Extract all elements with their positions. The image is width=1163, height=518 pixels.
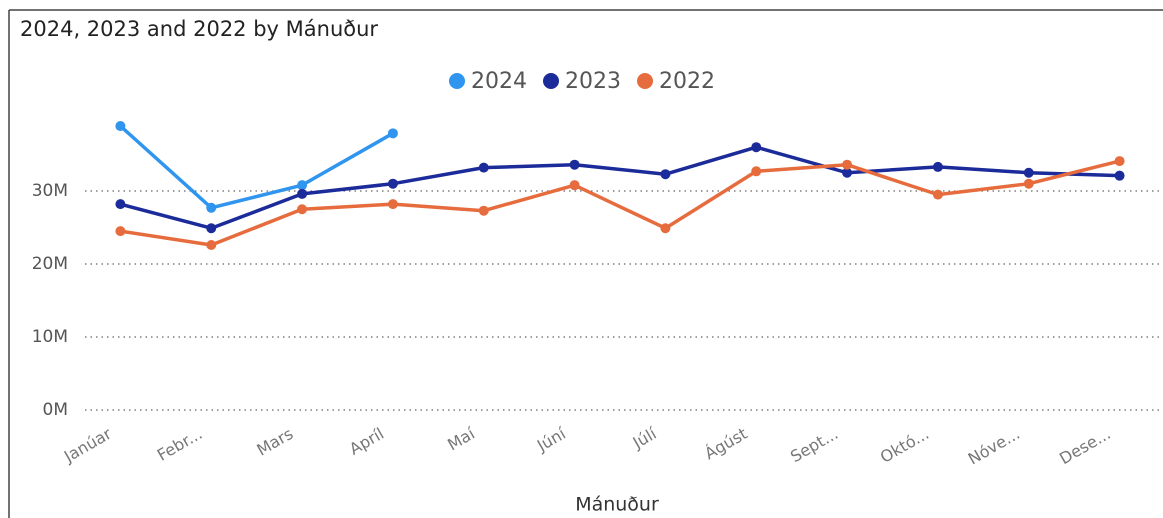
y-tick-label: 10M — [32, 327, 68, 347]
data-point — [569, 180, 580, 191]
data-point — [297, 188, 308, 199]
x-tick-label: Mars — [253, 424, 296, 460]
x-tick-label: Janúar — [60, 424, 115, 467]
data-point — [932, 161, 943, 172]
data-point — [751, 166, 762, 177]
y-tick-label: 0M — [43, 400, 68, 420]
x-tick-label: Júlí — [629, 424, 660, 453]
legend-label: 2022 — [659, 69, 715, 94]
data-point — [206, 202, 217, 213]
data-point — [1114, 170, 1125, 181]
data-point — [478, 162, 489, 173]
x-tick-label: Apríl — [346, 424, 387, 459]
data-point — [387, 199, 398, 210]
x-tick-label: Júní — [533, 424, 569, 456]
data-point — [660, 223, 671, 234]
data-point — [297, 180, 308, 191]
legend-marker — [543, 73, 559, 89]
data-point — [115, 199, 126, 210]
x-tick-label: Nóve... — [965, 424, 1023, 469]
data-point — [1114, 156, 1125, 167]
series-line — [119, 124, 394, 210]
data-point — [478, 205, 489, 216]
series-line — [120, 159, 1121, 247]
data-point — [206, 240, 217, 251]
data-point — [660, 169, 671, 180]
x-tick-label: Dese... — [1056, 424, 1114, 468]
legend-marker — [449, 73, 465, 89]
y-tick-label: 30M — [32, 181, 68, 201]
legend-label: 2023 — [565, 69, 621, 94]
data-point — [387, 128, 398, 139]
chart-title: 2024, 2023 and 2022 by Mánuður — [20, 17, 378, 41]
data-point — [206, 223, 217, 234]
x-tick-label: Sept... — [787, 424, 841, 466]
y-tick-label: 20M — [32, 254, 68, 274]
x-tick-label: Ágúst — [701, 424, 750, 463]
data-point — [1023, 167, 1034, 178]
data-point — [115, 121, 126, 132]
data-point — [842, 167, 853, 178]
data-point — [751, 142, 762, 153]
data-point — [842, 159, 853, 170]
data-point — [115, 226, 126, 237]
data-point — [297, 204, 308, 215]
x-tick-label: Febr... — [154, 424, 206, 465]
x-axis-title: Mánuður — [575, 494, 659, 516]
data-point — [569, 159, 580, 170]
series-line — [119, 145, 1120, 230]
data-point — [1023, 178, 1034, 189]
data-point — [932, 189, 943, 200]
x-tick-label: Maí — [444, 424, 478, 455]
data-point — [387, 178, 398, 189]
legend-label: 2024 — [471, 69, 527, 94]
x-tick-label: Októ... — [877, 424, 932, 467]
legend-marker — [637, 73, 653, 89]
